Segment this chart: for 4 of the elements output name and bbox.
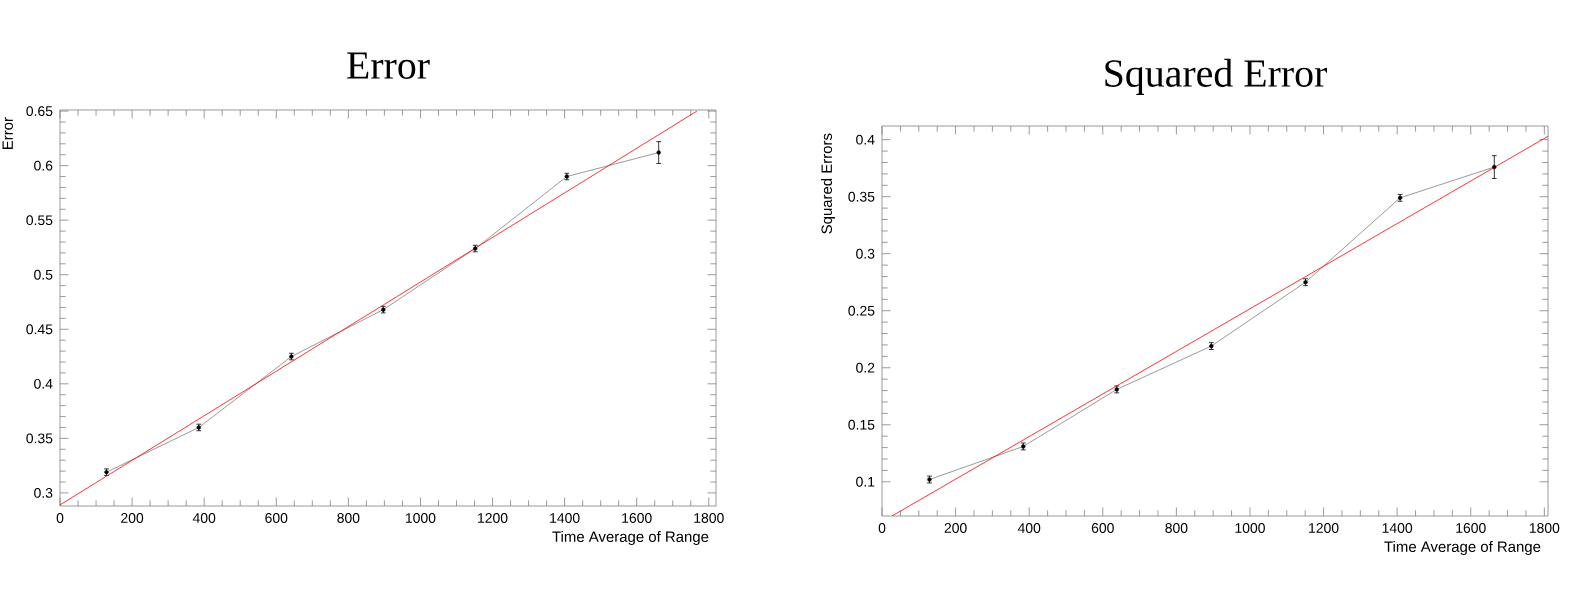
chart-title: Squared Error: [1105, 58, 1327, 95]
line-series: [104, 150, 661, 475]
line-series: [927, 164, 1497, 482]
chart-title: Error: [347, 52, 430, 79]
